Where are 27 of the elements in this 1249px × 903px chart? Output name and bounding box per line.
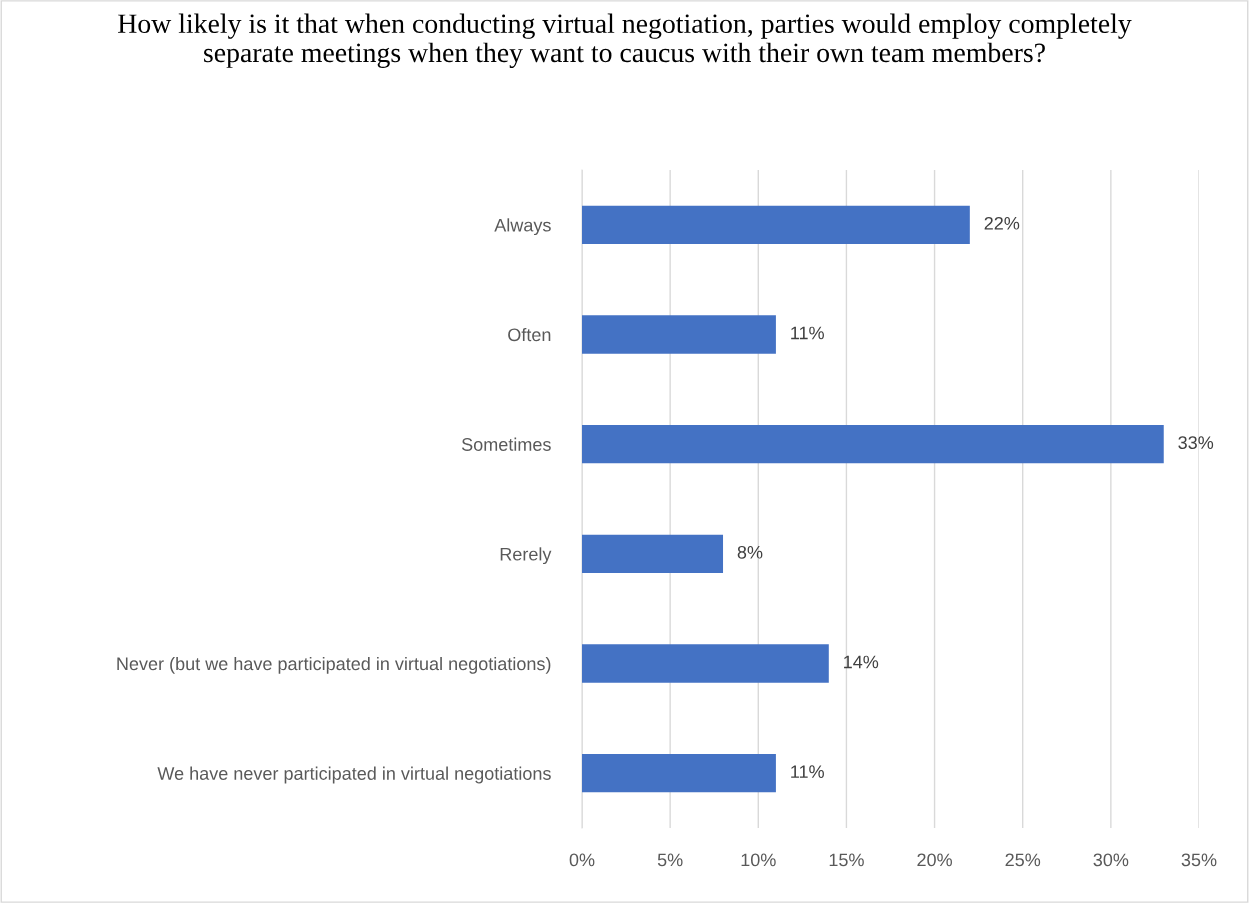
data-label: 8% xyxy=(737,545,763,559)
bar xyxy=(582,424,1164,464)
y-tick-label: Never (but we have participated in virtual negotiations) xyxy=(117,656,551,674)
x-tick-label: 15% xyxy=(829,853,864,867)
bar xyxy=(582,534,724,574)
data-label: 11% xyxy=(791,765,824,778)
x-tick-label: 0% xyxy=(569,853,595,867)
y-tick-label: Rerely xyxy=(500,547,552,565)
data-label: 11% xyxy=(791,326,824,340)
y-tick-label: Often xyxy=(508,327,551,342)
bar xyxy=(582,644,829,683)
data-label: 22% xyxy=(984,216,1020,230)
y-tick-label: Sometimes xyxy=(461,437,551,451)
x-tick-label: 20% xyxy=(917,853,952,867)
x-tick-label: 30% xyxy=(1093,853,1129,867)
y-tick-label: We have never participated in virtual negotiations xyxy=(157,766,551,784)
x-tick-label: 10% xyxy=(741,853,776,867)
chart-title: How likely is it that when conducting virtual negotiation, parties would employ completely separate meetings when they want to caucus with their own team members? xyxy=(118,13,1132,68)
x-tick-label: 5% xyxy=(657,853,683,867)
data-label: 33% xyxy=(1178,436,1214,450)
bar xyxy=(582,205,970,245)
x-tick-label: 25% xyxy=(1005,853,1041,867)
y-tick-label: Always xyxy=(494,218,551,236)
bar xyxy=(582,315,776,354)
x-tick-label: 35% xyxy=(1181,853,1217,867)
data-label: 14% xyxy=(844,655,879,669)
bar xyxy=(582,753,776,793)
